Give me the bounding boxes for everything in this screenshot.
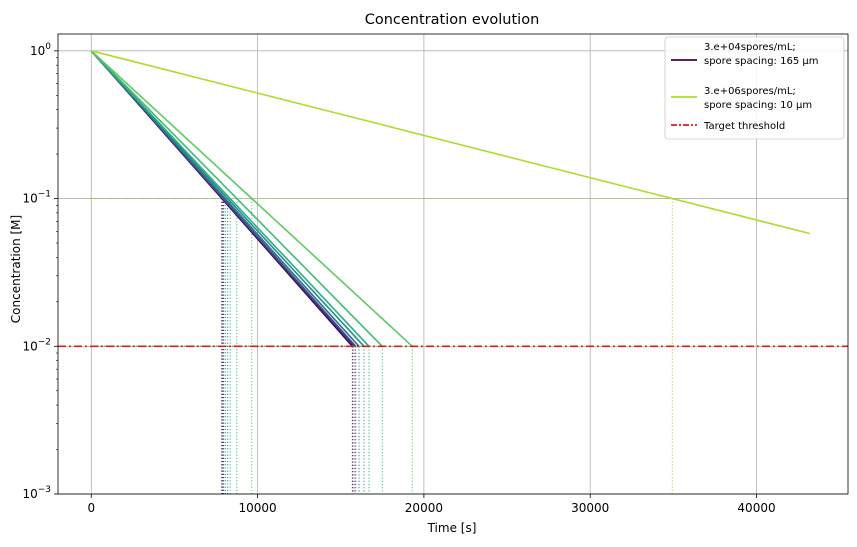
series-line-7 bbox=[90, 50, 413, 347]
series-line-8 bbox=[91, 50, 810, 235]
data-group bbox=[58, 50, 848, 494]
plot-frame bbox=[57, 33, 849, 495]
x-tick-label-3: 30000 bbox=[571, 501, 609, 515]
legend-label-0-0: 3.e+04spores/mL; bbox=[704, 42, 796, 53]
x-tick-label-1: 10000 bbox=[238, 501, 276, 515]
y-tick-label-0: 10−3 bbox=[22, 485, 51, 501]
series-line-6 bbox=[90, 50, 383, 347]
x-axis-label: Time [s] bbox=[427, 521, 477, 535]
legend-box bbox=[664, 36, 845, 140]
y-tick-label-3: 100 bbox=[30, 42, 51, 58]
y-tick-label-2: 10−1 bbox=[22, 190, 51, 206]
legend-label-2-0: Target threshold bbox=[703, 121, 785, 132]
y-axis-label: Concentration [M] bbox=[9, 215, 23, 323]
y-tick-label-1: 10−2 bbox=[22, 337, 51, 353]
legend-label-0-1: spore spacing: 165 μm bbox=[704, 56, 818, 67]
series-line-5 bbox=[90, 50, 370, 347]
legend-label-1-1: spore spacing: 10 μm bbox=[704, 100, 812, 111]
x-tick-label-0: 0 bbox=[87, 501, 95, 515]
legend: 3.e+04spores/mL; spore spacing: 165 μm 3.e… bbox=[664, 36, 845, 140]
legend-label-1-0: 3.e+06spores/mL; bbox=[704, 86, 796, 97]
x-tick-label-4: 40000 bbox=[737, 501, 775, 515]
x-tick-label-2: 20000 bbox=[405, 501, 443, 515]
chart-title: Concentration evolution bbox=[365, 12, 540, 28]
